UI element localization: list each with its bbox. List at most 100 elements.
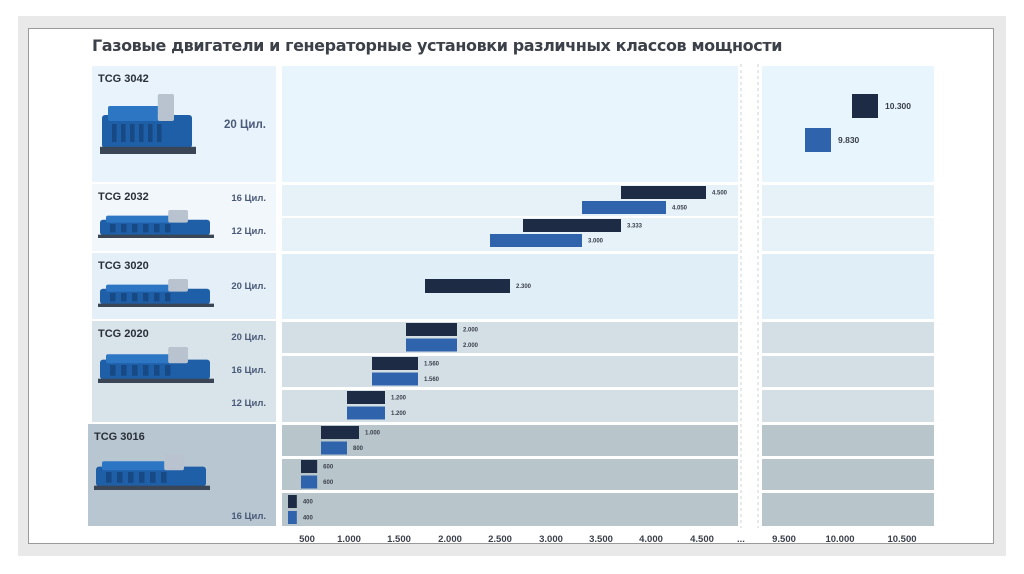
generator-set-icon — [121, 293, 127, 302]
generator-set-icon — [150, 472, 156, 483]
bar-electric — [301, 460, 318, 473]
bar-thermal — [321, 441, 347, 455]
bar-thermal — [372, 372, 418, 386]
data-label: 800 — [353, 446, 364, 452]
generator-set-icon — [143, 365, 149, 376]
generator-set-icon — [110, 365, 116, 376]
generator-set-icon — [165, 293, 171, 302]
generator-set-icon — [117, 472, 123, 483]
generator-set-icon — [98, 303, 214, 307]
data-label: 1.200 — [391, 396, 407, 402]
x-tick-label: 10.500 — [887, 534, 916, 545]
generator-set-icon — [157, 94, 174, 121]
generator-set-icon — [106, 284, 172, 292]
generator-set-icon — [98, 378, 214, 383]
x-tick-label: ... — [737, 534, 745, 545]
data-label: 9.830 — [838, 135, 860, 145]
generator-set-icon — [106, 354, 172, 364]
x-tick-label: 4.500 — [690, 534, 714, 545]
data-label: 600 — [323, 480, 334, 486]
data-label: 2.000 — [463, 343, 479, 349]
x-tick-label: 9.500 — [772, 534, 796, 545]
generator-set-icon — [132, 224, 138, 233]
row-band — [762, 493, 934, 526]
x-tick-label: 4.000 — [639, 534, 663, 545]
data-label: 10.300 — [885, 101, 911, 111]
bar-electric — [406, 323, 457, 336]
generator-set-icon — [121, 124, 126, 142]
generator-set-icon — [168, 347, 188, 364]
data-label: 3.000 — [588, 239, 604, 245]
x-tick-label: 2.500 — [488, 534, 512, 545]
cylinder-label: 16 Цил. — [231, 193, 266, 204]
model-label: TCG 3042 — [98, 73, 149, 85]
x-tick-label: 1.500 — [387, 534, 411, 545]
row-band — [762, 254, 934, 319]
generator-set-icon — [130, 124, 135, 142]
data-label: 1.560 — [424, 362, 440, 368]
data-label: 3.333 — [627, 224, 643, 230]
generator-set-icon — [143, 293, 149, 302]
row-band — [282, 459, 738, 490]
cylinder-label: 16 Цил. — [231, 365, 266, 376]
row-band — [762, 322, 934, 353]
data-label: 1.200 — [391, 411, 407, 417]
row-band — [762, 66, 934, 182]
bar-electric — [347, 391, 385, 404]
data-label: 400 — [303, 516, 314, 522]
model-label: TCG 3020 — [98, 260, 149, 272]
cylinder-label: 20 Цил. — [231, 281, 266, 292]
bar-thermal — [490, 234, 582, 247]
bar-electric — [321, 426, 359, 439]
generator-set-icon — [154, 224, 160, 233]
bar-electric — [372, 357, 418, 370]
row-band — [282, 493, 738, 526]
data-label: 4.500 — [712, 191, 728, 197]
data-label: 2.000 — [463, 328, 479, 334]
cylinder-label: 12 Цил. — [231, 226, 266, 237]
model-label: TCG 2032 — [98, 191, 149, 203]
bar-thermal — [406, 338, 457, 352]
row-band — [762, 390, 934, 422]
generator-set-icon — [110, 293, 116, 302]
generator-set-icon — [106, 472, 112, 483]
cylinder-label: 16 Цил. — [231, 511, 266, 522]
data-label: 1.560 — [424, 377, 440, 383]
model-label: TCG 3016 — [94, 431, 145, 443]
x-tick-label: 3.500 — [589, 534, 613, 545]
bar-thermal — [288, 511, 297, 524]
model-label: TCG 2020 — [98, 328, 149, 340]
data-label: 600 — [323, 465, 334, 471]
generator-set-icon — [157, 124, 162, 142]
bar-thermal — [301, 475, 318, 489]
generator-set-icon — [139, 124, 144, 142]
generator-set-icon — [121, 224, 127, 233]
generator-set-icon — [154, 365, 160, 376]
generator-set-icon — [168, 210, 188, 223]
x-tick-label: 2.000 — [438, 534, 462, 545]
bar-electric — [621, 186, 706, 199]
generator-set-icon — [100, 146, 196, 154]
row-band — [762, 356, 934, 387]
row-band — [762, 185, 934, 216]
generator-set-icon — [106, 215, 172, 223]
generator-set-icon — [94, 485, 210, 490]
row-band — [282, 66, 738, 182]
bar-electric — [425, 279, 510, 293]
x-tick-label: 1.000 — [337, 534, 361, 545]
row-band — [762, 425, 934, 456]
bar-thermal — [347, 406, 385, 420]
row-band — [282, 356, 738, 387]
data-label: 4.050 — [672, 206, 688, 212]
bar-electric — [523, 219, 621, 232]
x-tick-label: 3.000 — [539, 534, 563, 545]
chart-title: Газовые двигатели и генераторные установ… — [92, 36, 783, 55]
generator-set-icon — [132, 293, 138, 302]
bar-electric — [288, 495, 297, 508]
generator-set-icon — [139, 472, 145, 483]
data-label: 400 — [303, 500, 314, 506]
data-label: 1.000 — [365, 431, 381, 437]
generator-set-icon — [108, 106, 162, 121]
x-tick-label: 500 — [299, 534, 315, 545]
